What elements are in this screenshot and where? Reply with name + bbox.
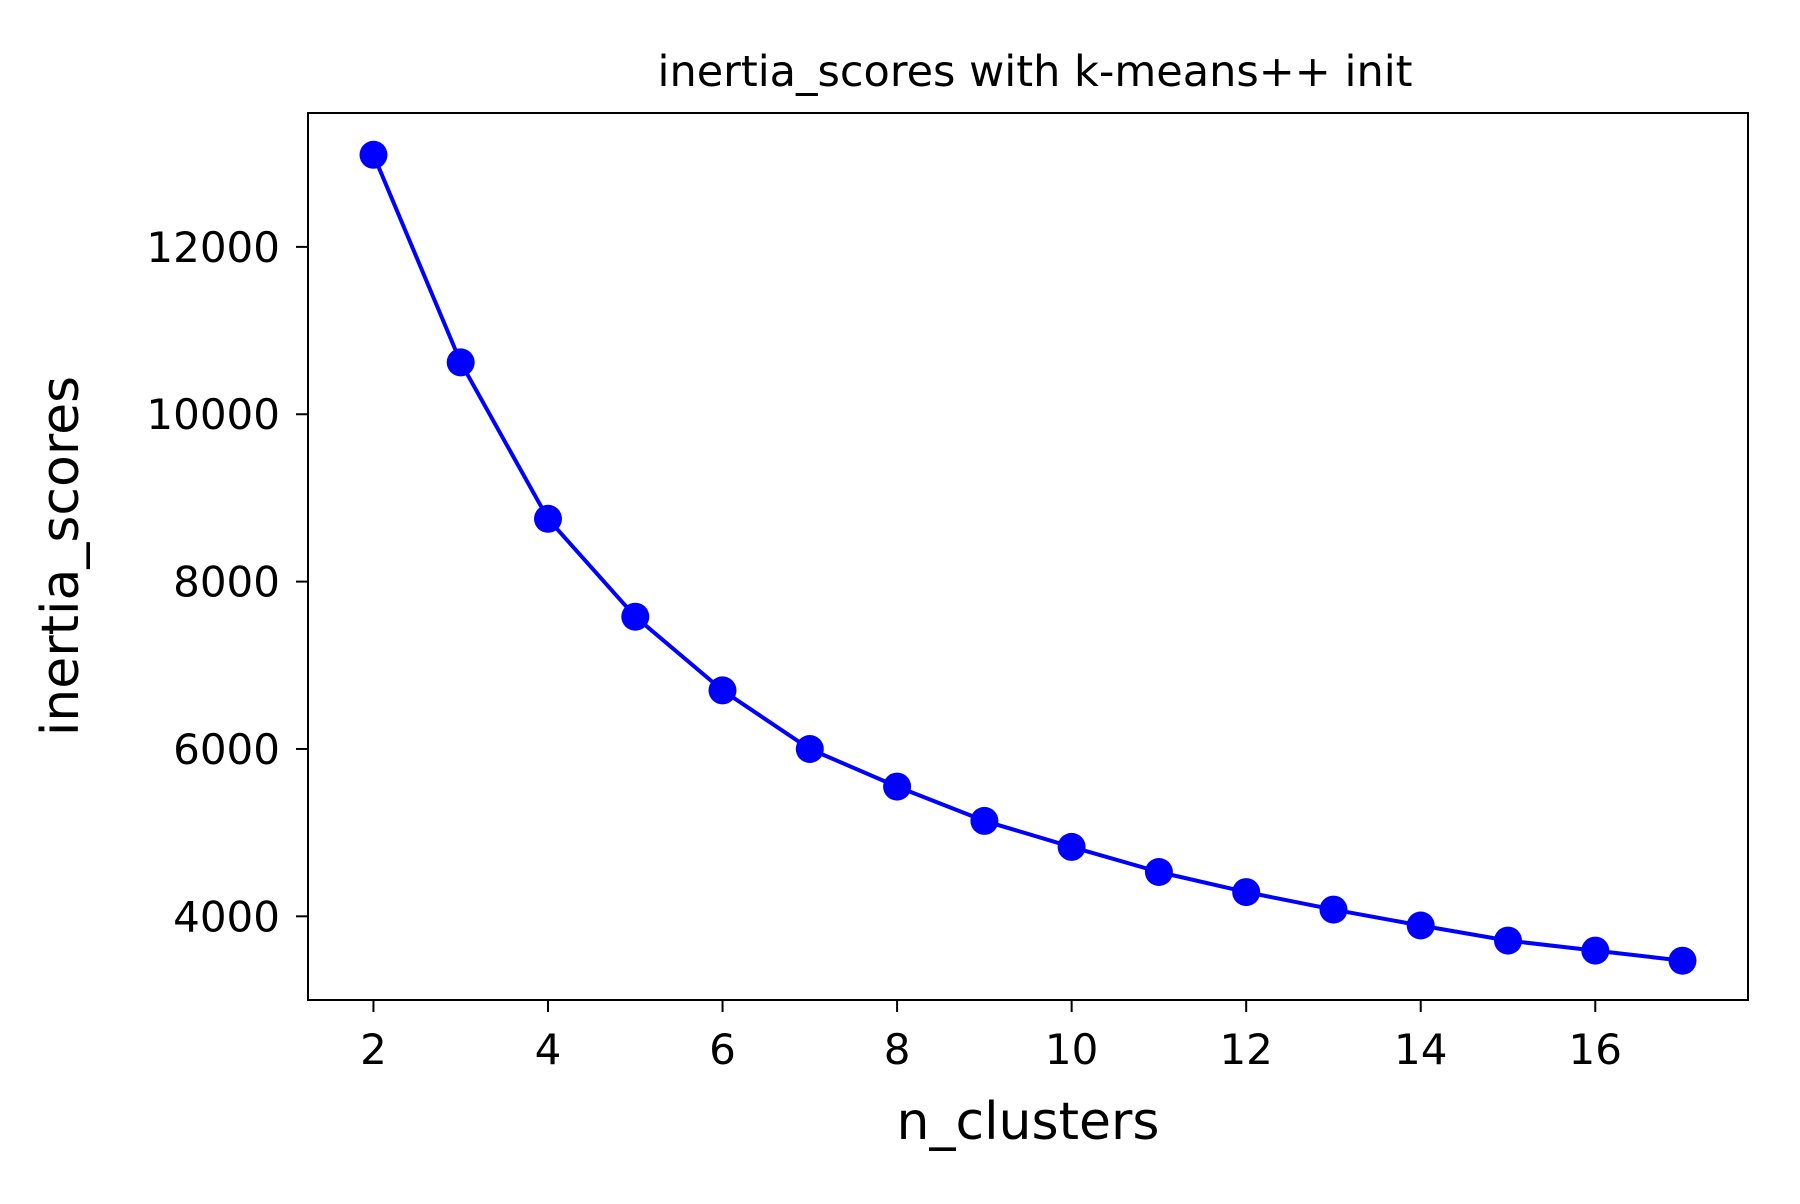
x-axis: 2 4 6 8 10 12 14 16 bbox=[360, 1000, 1622, 1074]
data-point bbox=[1406, 911, 1435, 940]
series-line bbox=[371, 152, 1685, 963]
y-tick-label: 12000 bbox=[146, 223, 280, 272]
series-points bbox=[359, 140, 1697, 975]
data-point bbox=[708, 676, 737, 705]
x-tick-label: 14 bbox=[1394, 1025, 1447, 1074]
x-tick-label: 16 bbox=[1569, 1025, 1622, 1074]
x-axis-label: n_clusters bbox=[897, 1092, 1160, 1152]
y-tick-label: 8000 bbox=[173, 558, 280, 607]
data-point bbox=[1494, 926, 1522, 955]
x-tick-label: 8 bbox=[884, 1025, 911, 1074]
data-point bbox=[883, 772, 912, 801]
x-tick-label: 10 bbox=[1045, 1025, 1098, 1074]
x-tick-label: 12 bbox=[1219, 1025, 1272, 1074]
chart-title: inertia_scores with k-means++ init bbox=[658, 47, 1413, 97]
y-axis: 4000 6000 8000 10000 12000 bbox=[146, 223, 308, 941]
x-tick-label: 4 bbox=[535, 1025, 562, 1074]
data-point bbox=[446, 348, 475, 377]
data-point bbox=[1668, 946, 1697, 975]
data-point bbox=[359, 140, 388, 169]
data-point bbox=[1319, 895, 1348, 924]
data-point bbox=[621, 602, 650, 631]
y-tick-label: 10000 bbox=[146, 390, 280, 439]
y-tick-label: 6000 bbox=[173, 725, 280, 774]
plot-area bbox=[307, 112, 1749, 1001]
y-tick-label: 4000 bbox=[173, 892, 280, 941]
data-point bbox=[970, 806, 999, 835]
x-tick-label: 2 bbox=[360, 1025, 387, 1074]
data-point bbox=[1232, 878, 1261, 907]
data-point bbox=[795, 735, 824, 763]
data-point bbox=[1581, 936, 1610, 965]
x-tick-label: 6 bbox=[709, 1025, 736, 1074]
data-point bbox=[1057, 832, 1086, 861]
data-point bbox=[1144, 858, 1173, 886]
y-axis-label: inertia_scores bbox=[31, 376, 91, 736]
data-point bbox=[534, 504, 562, 533]
